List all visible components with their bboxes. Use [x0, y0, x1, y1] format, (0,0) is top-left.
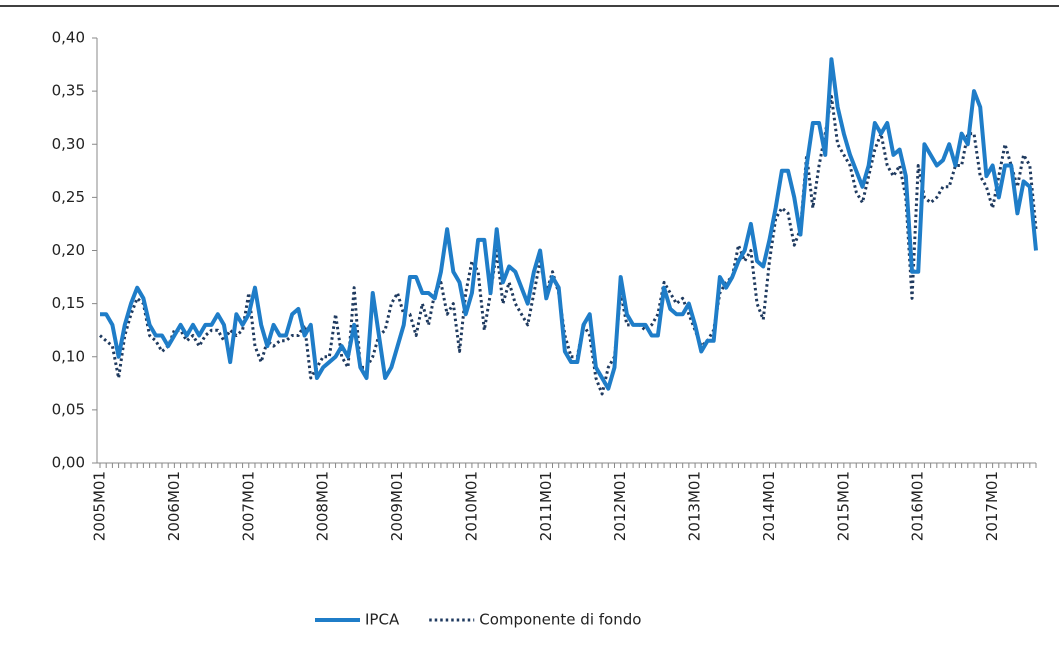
- y-tick-label: 0,05: [52, 400, 85, 418]
- x-tick-label: 2006M01: [165, 471, 183, 541]
- series-line: [99, 94, 1038, 396]
- x-tick-label: 2015M01: [834, 471, 852, 541]
- x-tick-label: 2017M01: [983, 471, 1001, 541]
- x-tick-label: 2011M01: [537, 471, 555, 541]
- x-tick-label: 2013M01: [686, 471, 704, 541]
- y-tick-label: 0,15: [52, 294, 85, 312]
- y-tick-label: 0,35: [52, 82, 85, 100]
- y-tick-label: 0,40: [52, 29, 85, 47]
- y-tick-label: 0,20: [52, 241, 85, 259]
- y-tick-label: 0,30: [52, 135, 85, 153]
- x-tick-label: 2010M01: [462, 471, 480, 541]
- x-tick-label: 2005M01: [91, 471, 109, 541]
- legend-label: Componente di fondo: [479, 611, 641, 629]
- x-tick-label: 2009M01: [388, 471, 406, 541]
- y-tick-label: 0,00: [52, 454, 85, 472]
- y-tick-label: 0,10: [52, 347, 85, 365]
- series-line: [100, 57, 1038, 391]
- legend-label: IPCA: [365, 611, 400, 629]
- x-tick-label: 2007M01: [239, 471, 257, 541]
- x-tick-label: 2012M01: [611, 471, 629, 541]
- y-tick-label: 0,25: [52, 188, 85, 206]
- x-tick-label: 2016M01: [909, 471, 927, 541]
- x-tick-label: 2008M01: [314, 471, 332, 541]
- x-tick-label: 2014M01: [760, 471, 778, 541]
